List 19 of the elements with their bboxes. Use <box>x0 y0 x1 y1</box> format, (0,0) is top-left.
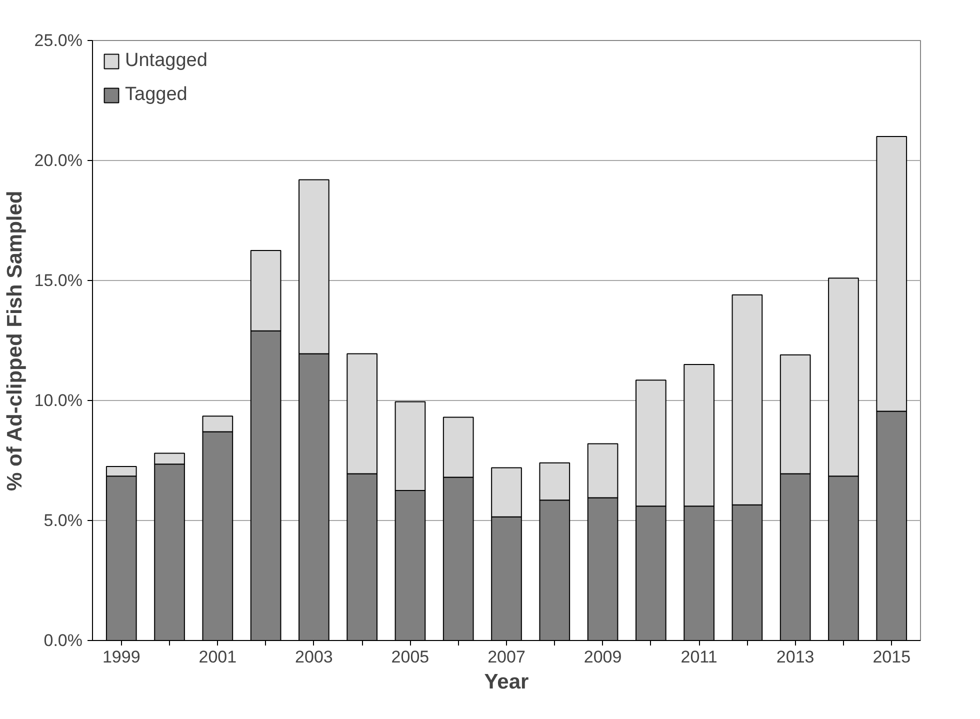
y-tick-label: 10.0% <box>34 391 82 410</box>
x-tick-label: 1999 <box>102 648 140 666</box>
x-tick-label: 2005 <box>391 648 430 666</box>
x-tick-label: 2011 <box>680 648 718 666</box>
y-axis-title: % of Ad-clipped Fish Sampled <box>3 190 26 492</box>
x-tick-label: 2007 <box>488 648 526 666</box>
y-tick-label: 5.0% <box>44 511 82 530</box>
y-tick-label: 15.0% <box>34 271 82 290</box>
x-axis-title: Year <box>484 670 529 694</box>
x-tick-label: 2015 <box>872 648 911 666</box>
x-tick-label: 2003 <box>295 648 333 666</box>
x-tick-label: 2009 <box>584 648 622 666</box>
legend-label: Tagged <box>125 84 188 106</box>
y-tick-label: 25.0% <box>34 31 82 50</box>
y-tick-label: 0.0% <box>44 631 82 650</box>
x-tick-label: 2013 <box>776 648 814 666</box>
legend-label: Untagged <box>125 50 208 72</box>
x-tick-label: 2001 <box>198 648 237 666</box>
y-tick-label: 20.0% <box>34 151 82 170</box>
